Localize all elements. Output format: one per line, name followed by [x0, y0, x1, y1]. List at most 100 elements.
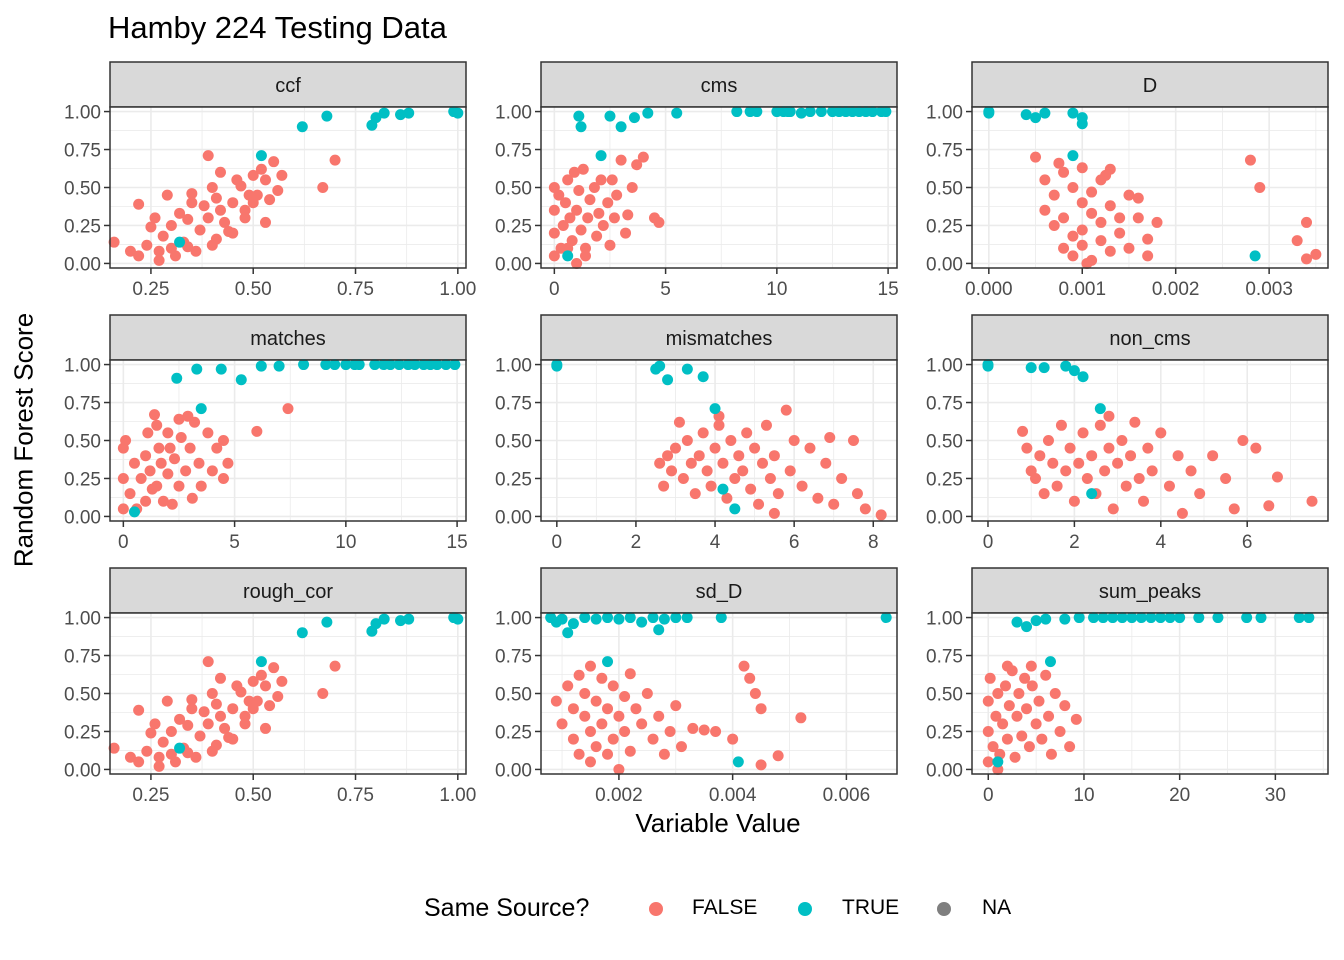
data-point-false [1228, 503, 1240, 515]
data-point-true [215, 363, 227, 375]
data-point-false [1263, 500, 1275, 512]
data-point-false [202, 718, 214, 730]
data-point-false [1067, 182, 1079, 193]
legend-label-na: NA [982, 896, 1012, 919]
facet-panel-rough_cor: rough_cor 0.00 0.25 0.50 0.75 1.00 0.25 0.50 0.7… [64, 567, 476, 806]
data-point-false [595, 174, 607, 186]
data-point-true [174, 236, 186, 248]
data-point-false [1064, 741, 1076, 753]
y-tick-label: 0.00 [926, 760, 963, 781]
data-point-false [194, 224, 206, 236]
data-point-false [1048, 189, 1060, 201]
data-point-false [169, 453, 181, 465]
data-point-true [384, 359, 396, 371]
data-point-false [577, 163, 589, 175]
data-point-false [1081, 472, 1093, 484]
data-point-true [1145, 612, 1157, 624]
data-point-false [1100, 169, 1112, 181]
data-point-false [1254, 182, 1266, 193]
data-point-true [235, 374, 247, 386]
data-point-false [992, 688, 1004, 699]
data-point-false [1125, 450, 1137, 462]
data-point-false [755, 759, 767, 771]
x-tick-label: 30 [1265, 785, 1286, 806]
data-point-true [440, 359, 452, 371]
data-point-false [784, 465, 796, 477]
data-point-false [251, 695, 263, 707]
data-point-false [757, 457, 769, 469]
data-point-false [710, 725, 722, 737]
data-point-false [548, 204, 560, 216]
data-point-false [738, 660, 750, 672]
data-point-false [1049, 688, 1061, 699]
facet-strip [540, 61, 898, 108]
data-point-false [615, 154, 627, 166]
data-point-true [550, 616, 562, 628]
y-tick-label: 1.00 [495, 609, 532, 630]
y-tick-label: 0.50 [926, 432, 963, 453]
data-point-false [1076, 197, 1088, 209]
data-point-false [584, 725, 596, 737]
x-tick-label: 0 [983, 785, 994, 806]
data-point-false [276, 675, 288, 687]
data-point-false [214, 166, 226, 178]
data-point-false [153, 751, 165, 763]
data-point-false [211, 442, 223, 454]
data-point-true [654, 360, 666, 372]
data-point-false [198, 200, 210, 212]
data-point-false [772, 750, 784, 762]
data-point-true [567, 618, 579, 630]
data-point-false [173, 480, 185, 492]
data-point-false [573, 185, 585, 197]
y-tick-label: 0.50 [495, 432, 532, 453]
data-point-false [745, 483, 757, 495]
data-point-true [1126, 612, 1138, 624]
data-point-false [259, 216, 271, 228]
data-point-true [732, 756, 744, 768]
data-point-true [128, 506, 140, 518]
data-point-false [239, 710, 251, 722]
data-point-false [796, 480, 808, 492]
x-tick-label: 1.00 [439, 279, 476, 300]
data-point-false [669, 442, 681, 454]
data-point-true [1039, 107, 1051, 119]
y-tick-label: 1.00 [926, 103, 963, 124]
data-point-false [755, 703, 767, 715]
data-point-false [1104, 200, 1116, 212]
data-point-false [210, 698, 222, 710]
data-point-false [1104, 245, 1116, 257]
data-point-true [340, 359, 352, 371]
data-point-false [1053, 157, 1065, 169]
data-point-false [1142, 250, 1154, 262]
data-point-true [1293, 612, 1305, 624]
data-point-false [1059, 700, 1071, 712]
y-tick-label: 0.25 [926, 722, 963, 743]
data-point-true [1077, 371, 1089, 383]
data-point-false [272, 185, 284, 197]
data-point-false [210, 233, 222, 245]
data-point-false [1025, 660, 1037, 672]
data-point-false [1003, 700, 1015, 712]
x-axis-title: Variable Value [635, 808, 801, 838]
x-tick-label: 0.001 [1058, 279, 1106, 300]
data-point-false [140, 450, 152, 462]
data-point-true [1040, 613, 1052, 625]
x-tick-label: 1.00 [439, 785, 476, 806]
data-point-true [1067, 107, 1079, 119]
data-point-false [1060, 465, 1072, 477]
data-point-false [693, 450, 705, 462]
data-point-false [698, 724, 710, 736]
data-point-true [815, 106, 827, 118]
x-tick-label: 4 [1156, 532, 1167, 553]
data-point-false [145, 221, 157, 233]
data-point-false [992, 763, 1004, 775]
data-point-false [1306, 495, 1318, 507]
data-point-false [1064, 442, 1076, 454]
data-point-true [729, 503, 741, 515]
data-point-true [395, 615, 407, 627]
data-point-true [604, 110, 616, 122]
data-point-false [1019, 672, 1031, 684]
data-point-false [1291, 235, 1303, 247]
data-point-true [551, 360, 563, 372]
data-point-true [575, 121, 587, 133]
